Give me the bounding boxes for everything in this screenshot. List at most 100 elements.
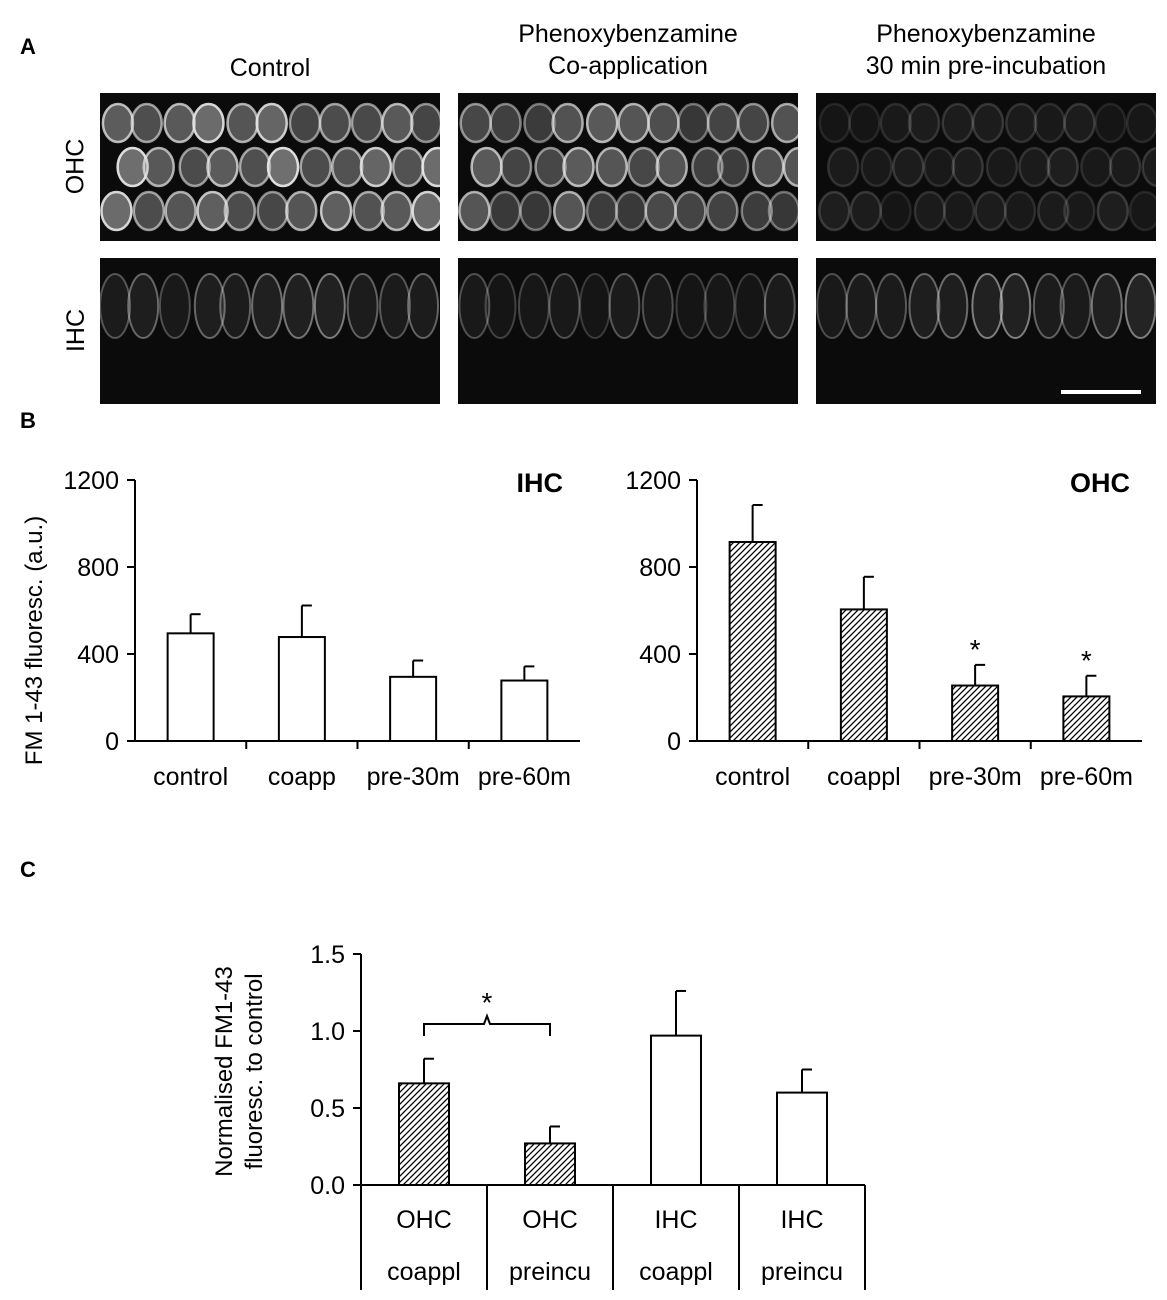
hair-cell xyxy=(1003,190,1037,232)
hair-cell xyxy=(716,146,750,188)
hair-cell xyxy=(913,190,947,232)
hair-cell xyxy=(908,273,941,339)
hair-cell xyxy=(1018,146,1051,188)
hair-cell xyxy=(319,190,353,232)
hair-cell xyxy=(488,190,522,232)
panel-label-c: C xyxy=(20,857,36,882)
hair-cell xyxy=(470,146,503,188)
significance-star: * xyxy=(482,987,493,1018)
hair-cell xyxy=(331,146,364,188)
col-header-coapplication: Phenoxybenzamine Co-application xyxy=(458,18,798,82)
bar-IHC-preincu xyxy=(776,1091,828,1187)
micrograph-ihc-control xyxy=(100,258,440,404)
x-tick-label: pre-30m xyxy=(367,763,460,791)
hair-cell xyxy=(163,102,196,144)
hair-cell xyxy=(378,273,411,339)
hair-cell xyxy=(922,146,956,188)
hair-cell xyxy=(458,190,491,232)
hair-cell xyxy=(266,146,300,188)
y-tick-label: 0.0 xyxy=(310,1172,345,1200)
hair-cell xyxy=(350,102,384,144)
hair-cell xyxy=(677,102,710,144)
hair-cell xyxy=(226,102,259,144)
y-tick-label: 400 xyxy=(77,641,119,669)
y-tick-label: 1200 xyxy=(63,467,119,495)
hair-cell xyxy=(763,273,796,339)
panel-label-a: A xyxy=(20,34,36,59)
significance-bracket xyxy=(423,1013,551,1036)
hair-cell xyxy=(845,273,878,339)
hair-cell xyxy=(193,273,226,339)
hair-cell xyxy=(1033,102,1066,144)
hair-cell xyxy=(848,102,881,144)
hair-cell xyxy=(519,190,552,232)
hair-cell xyxy=(206,146,239,188)
hair-cell xyxy=(595,146,628,188)
y-axis-label: Normalised FM1-43 xyxy=(211,966,238,1177)
hair-cell xyxy=(100,273,132,339)
hair-cell xyxy=(158,273,191,339)
hair-cell xyxy=(238,146,272,188)
bar-pre-60m xyxy=(1062,695,1111,743)
x-tick-label: control xyxy=(715,763,790,791)
hair-cell xyxy=(100,190,133,232)
hair-cell xyxy=(196,190,229,232)
y-tick-label: 1.0 xyxy=(310,1018,345,1046)
hair-cell xyxy=(1080,146,1113,188)
col-header-control: Control xyxy=(100,52,440,84)
hair-cell xyxy=(1096,190,1130,232)
hair-cell xyxy=(407,273,440,339)
hair-cell xyxy=(941,102,974,144)
hair-cell xyxy=(974,190,1007,232)
hair-cell xyxy=(459,102,492,144)
hair-cell xyxy=(751,146,785,188)
x-tick-label: coappl xyxy=(827,763,901,791)
hair-cell xyxy=(251,273,284,339)
row-label-ohc: OHC xyxy=(61,138,90,195)
hair-cell xyxy=(782,146,798,188)
hair-cell xyxy=(860,146,893,188)
hair-cell xyxy=(734,273,767,339)
bar-coapp xyxy=(277,636,326,742)
x-tick-label: pre-30m xyxy=(929,763,1022,791)
y-tick-label: 400 xyxy=(639,641,681,669)
hair-cell xyxy=(674,190,707,232)
hair-cell xyxy=(299,146,332,188)
hair-cell xyxy=(1059,273,1092,339)
hair-cell xyxy=(767,190,798,232)
x-tick-label: pre-60m xyxy=(478,763,571,791)
hair-cell xyxy=(942,190,976,232)
hair-cell xyxy=(523,102,556,144)
hair-cell xyxy=(706,102,740,144)
x-tick-label: control xyxy=(153,763,228,791)
hair-cell xyxy=(1124,273,1156,339)
bar-OHC-coappl xyxy=(398,1082,450,1186)
hair-cell xyxy=(585,102,619,144)
bar-control xyxy=(728,540,777,742)
hair-cell xyxy=(484,273,517,339)
hair-cell xyxy=(1108,146,1142,188)
hair-cell xyxy=(879,102,913,144)
x-tick-label-group: OHC xyxy=(522,1206,578,1234)
hair-cell xyxy=(740,190,773,232)
x-tick-label-condition: coappl xyxy=(639,1258,713,1286)
hair-cell xyxy=(985,146,1019,188)
hair-cell xyxy=(313,273,346,339)
hair-cell xyxy=(999,273,1032,339)
micrograph-ohc-preincubation xyxy=(816,93,1156,241)
hair-cell xyxy=(359,146,393,188)
hair-cell xyxy=(562,146,595,188)
bar-pre-30m xyxy=(951,684,1000,743)
hair-cell xyxy=(517,273,550,339)
hair-cell xyxy=(826,146,860,188)
hair-cell xyxy=(255,102,288,144)
hair-cell xyxy=(318,102,352,144)
hair-cell xyxy=(1037,190,1070,232)
hair-cell xyxy=(617,102,650,144)
hair-cell xyxy=(380,190,413,232)
hair-cell xyxy=(1046,146,1080,188)
chart-title: OHC xyxy=(1070,468,1130,498)
significance-star: * xyxy=(1081,645,1092,676)
hair-cell xyxy=(411,190,440,232)
hair-cell xyxy=(552,190,586,232)
